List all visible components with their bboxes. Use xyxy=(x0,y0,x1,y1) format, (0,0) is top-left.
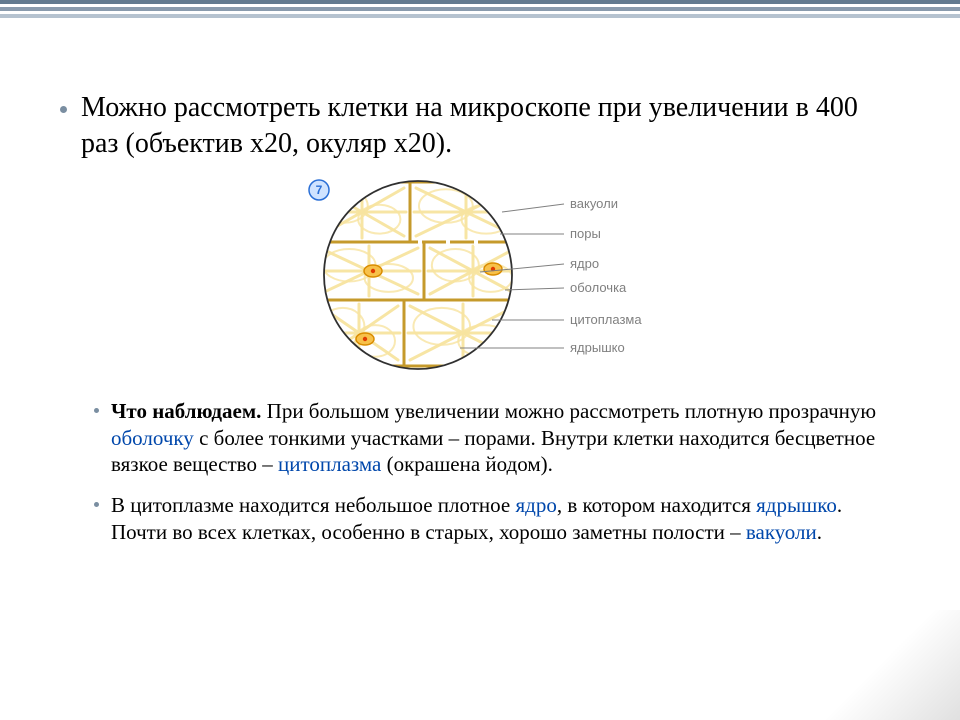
bullet-dot-icon xyxy=(94,502,99,507)
diagram-label: поры xyxy=(570,226,601,241)
bullet-sub-text: Что наблюдаем. При большом увеличении мо… xyxy=(111,398,900,479)
slide-content: Можно рассмотреть клетки на микроскопе п… xyxy=(60,90,900,700)
diagram-label: ядро xyxy=(570,256,599,271)
cell-diagram-svg: 7 xyxy=(270,176,690,374)
svg-text:7: 7 xyxy=(316,183,323,197)
diagram-label: цитоплазма xyxy=(570,312,642,327)
stripe-2 xyxy=(0,7,960,11)
bullet-main: Можно рассмотреть клетки на микроскопе п… xyxy=(60,90,900,162)
cell-diagram: 7 вакуоли поры ядро оболочка цитоплазма ядрыш… xyxy=(270,176,690,374)
stripe-1 xyxy=(0,0,960,4)
diagram-label: оболочка xyxy=(570,280,626,295)
corner-shadow xyxy=(820,610,960,720)
bullet-sub: В цитоплазме находится небольшое плотное… xyxy=(94,492,900,546)
diagram-label: вакуоли xyxy=(570,196,618,211)
bullet-dot-icon xyxy=(60,106,67,113)
bullet-sub: Что наблюдаем. При большом увеличении мо… xyxy=(94,398,900,479)
header-stripes xyxy=(0,0,960,18)
stripe-3 xyxy=(0,14,960,18)
bullet-main-text: Можно рассмотреть клетки на микроскопе п… xyxy=(81,90,900,162)
diagram-container: 7 вакуоли поры ядро оболочка цитоплазма ядрыш… xyxy=(60,176,900,374)
bullet-sub-text: В цитоплазме находится небольшое плотное… xyxy=(111,492,900,546)
diagram-label: ядрышко xyxy=(570,340,625,355)
bullet-dot-icon xyxy=(94,408,99,413)
